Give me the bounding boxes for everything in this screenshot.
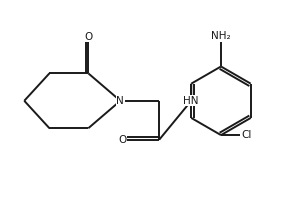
Text: O: O [84,32,93,42]
Text: O: O [118,135,127,145]
Text: N: N [116,96,124,106]
Text: Cl: Cl [241,130,251,140]
Text: HN: HN [184,96,199,106]
Text: NH₂: NH₂ [211,31,231,41]
